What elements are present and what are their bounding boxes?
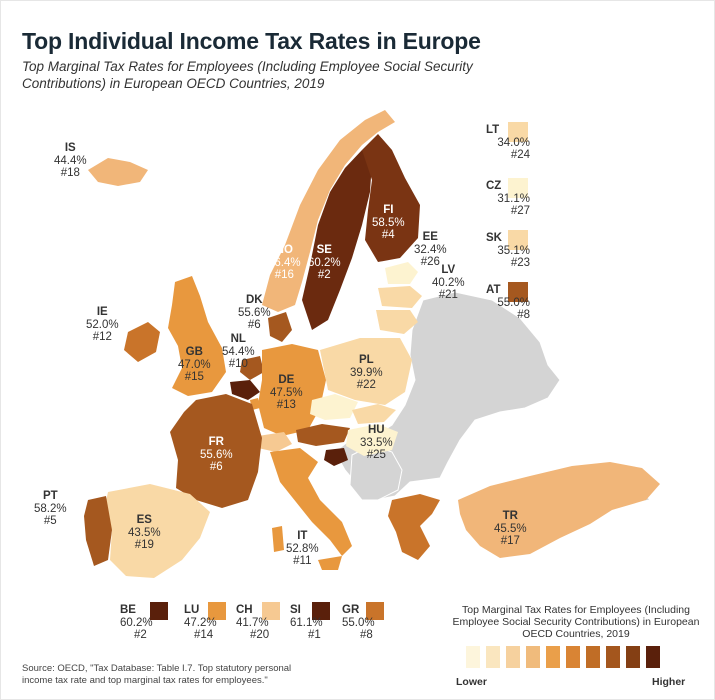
label-portugal: PT 58.2% #5: [34, 490, 67, 528]
country-latvia: [378, 286, 422, 308]
legend-slovenia: SI 61.1% #1: [290, 604, 340, 642]
scale-box: [506, 646, 520, 668]
scale-higher-label: Higher: [652, 676, 685, 688]
country-greece: [388, 494, 440, 560]
label-turkey: TR 45.5% #17: [494, 510, 527, 548]
color-scale: [466, 646, 660, 668]
scale-box: [586, 646, 600, 668]
scale-lower-label: Lower: [456, 676, 487, 688]
country-slovakia: [352, 404, 396, 424]
label-sweden: SE 60.2% #2: [308, 244, 341, 282]
scale-box: [546, 646, 560, 668]
scale-title: Top Marginal Tax Rates for Employees (In…: [446, 604, 706, 640]
legend-austria: AT 55.0% #8: [474, 284, 530, 322]
legend-switzerland: CH 41.7% #20: [236, 604, 286, 642]
country-ireland: [124, 322, 160, 362]
country-italy-sicily: [318, 556, 342, 570]
label-france: FR 55.6% #6: [200, 436, 233, 474]
page-title: Top Individual Income Tax Rates in Europ…: [22, 28, 481, 55]
country-belgium: [230, 380, 260, 400]
scale-box: [606, 646, 620, 668]
label-norway: NO 46.4% #16: [268, 244, 301, 282]
scale-box: [566, 646, 580, 668]
source-note: Source: OECD, "Tax Database: Table I.7. …: [22, 663, 322, 687]
label-great-britain: GB 47.0% #15: [178, 346, 211, 384]
label-italy: IT 52.8% #11: [286, 530, 319, 568]
legend-belgium: BE 60.2% #2: [120, 604, 170, 642]
scale-box: [646, 646, 660, 668]
label-spain: ES 43.5% #19: [128, 514, 161, 552]
scale-box: [626, 646, 640, 668]
label-netherlands: NL 54.4% #10: [222, 333, 255, 371]
legend-greece: GR 55.0% #8: [342, 604, 392, 642]
label-latvia: LV 40.2% #21: [432, 264, 465, 302]
country-denmark: [268, 312, 292, 342]
country-italy-sardinia: [272, 526, 284, 552]
label-iceland: IS 44.4% #18: [54, 142, 87, 180]
country-finland: [362, 134, 420, 262]
country-turkey: [458, 462, 660, 558]
country-iceland: [88, 158, 148, 186]
label-denmark: DK 55.6% #6: [238, 294, 271, 332]
label-poland: PL 39.9% #22: [350, 354, 383, 392]
label-finland: FI 58.5% #4: [372, 204, 405, 242]
label-germany: DE 47.5% #13: [270, 374, 303, 412]
label-estonia: EE 32.4% #26: [414, 231, 447, 269]
legend-czechia: CZ 31.1% #27: [474, 180, 530, 218]
scale-box: [526, 646, 540, 668]
legend-lithuania: LT 34.0% #24: [474, 124, 530, 162]
legend-luxembourg: LU 47.2% #14: [184, 604, 234, 642]
legend-slovakia: SK 35.1% #23: [474, 232, 530, 270]
country-portugal: [84, 496, 112, 566]
page-subtitle: Top Marginal Tax Rates for Employees (In…: [22, 58, 522, 92]
scale-box: [486, 646, 500, 668]
scale-box: [466, 646, 480, 668]
label-ireland: IE 52.0% #12: [86, 306, 119, 344]
country-switzerland: [258, 432, 292, 452]
label-hungary: HU 33.5% #25: [360, 424, 393, 462]
